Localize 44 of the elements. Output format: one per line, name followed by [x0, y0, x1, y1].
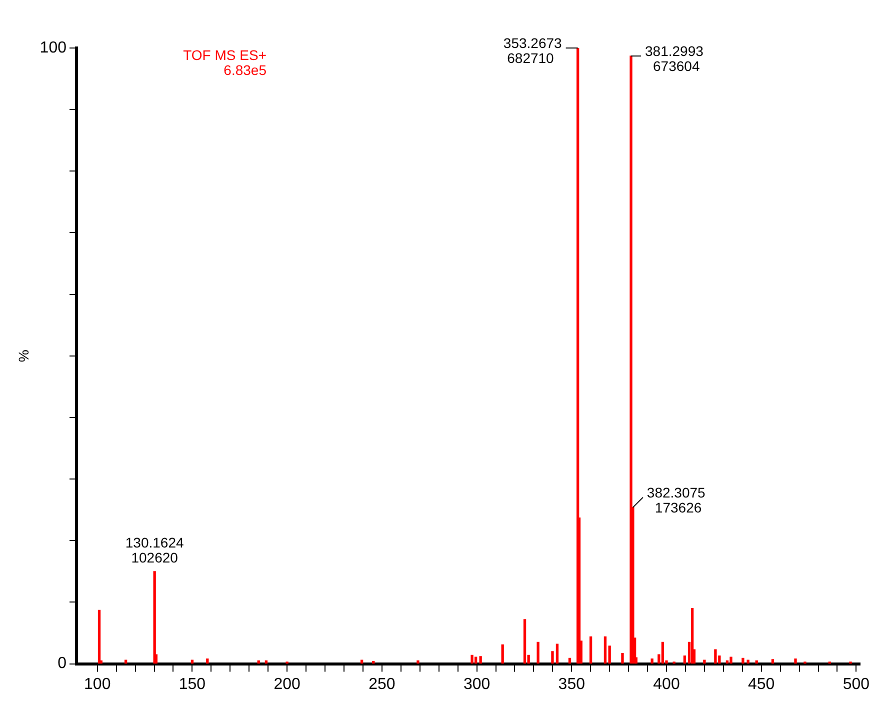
bar [474, 656, 478, 664]
bar [479, 656, 482, 664]
annotation: 381.2993 673604 [645, 43, 704, 74]
bar [746, 660, 750, 664]
bar [608, 646, 611, 664]
x-tick-label: 200 [274, 676, 301, 693]
bar [589, 636, 592, 664]
bar [730, 656, 732, 664]
bar [683, 655, 686, 664]
x-tick-label: 250 [368, 676, 396, 693]
annotation: 353.2673 682710 [503, 35, 562, 66]
bar [501, 644, 504, 664]
y-axis-title: % [15, 350, 32, 362]
annotation: 382.3075 173626 [646, 484, 706, 516]
bar [556, 644, 559, 664]
annotation: 130.1624 102620 [125, 534, 184, 566]
bar [153, 571, 156, 664]
x-tick-label: 450 [748, 676, 775, 693]
bar [742, 658, 744, 664]
annotation: TOF MS ES+ 6.83e5 [183, 47, 267, 78]
bar [568, 658, 572, 664]
bar [98, 610, 101, 664]
bar [794, 658, 797, 664]
bar [536, 642, 540, 664]
x-tick-label: 100 [84, 676, 111, 693]
bar [650, 658, 654, 664]
x-tick-label: 500 [842, 676, 870, 693]
bar [661, 642, 664, 664]
bar [714, 649, 717, 664]
x-tick-label: 350 [558, 676, 586, 693]
bar [703, 660, 706, 664]
bar [604, 636, 607, 664]
x-tick-label: 300 [463, 676, 490, 693]
bar [206, 658, 209, 664]
y-tick-label: 0 [58, 655, 67, 672]
x-tick-label: 400 [653, 676, 680, 693]
bar [771, 659, 774, 664]
bar [630, 56, 632, 664]
bar [470, 654, 474, 664]
x-tick-label: 150 [178, 676, 206, 693]
bar [621, 653, 624, 664]
bar [551, 651, 554, 664]
bar [416, 660, 420, 664]
bar [523, 619, 526, 664]
